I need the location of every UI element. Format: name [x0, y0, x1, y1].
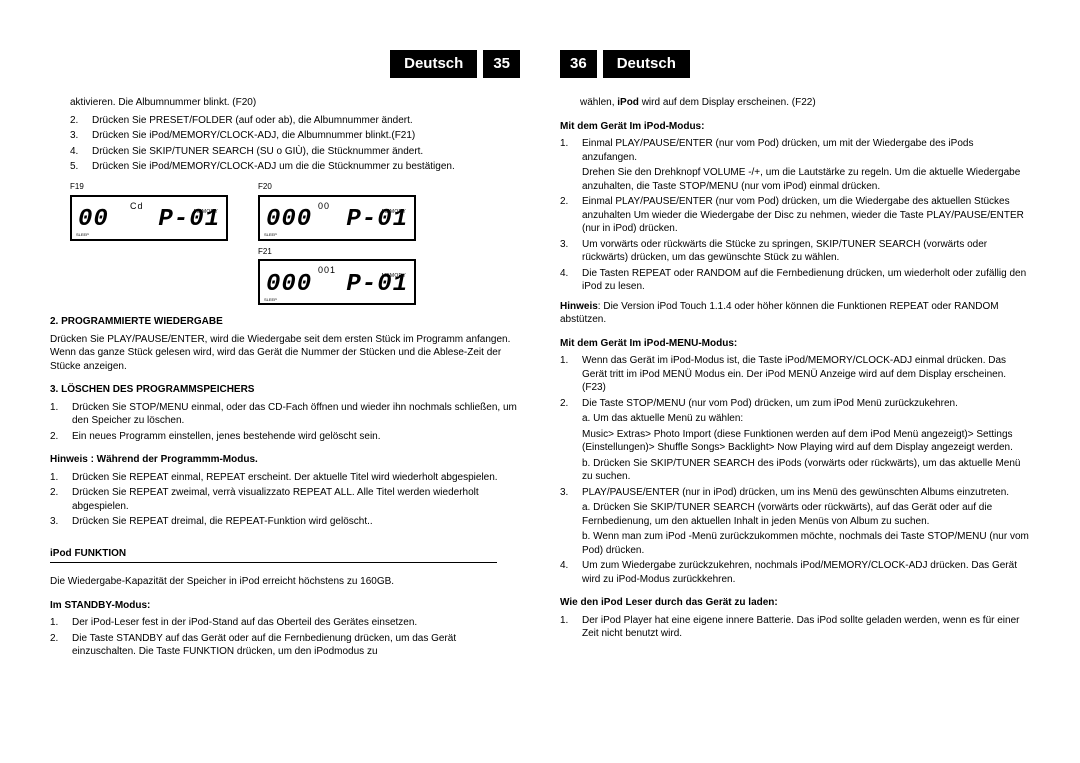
ipod-section-title: iPod FUNKTION — [50, 547, 497, 564]
step-row: 3.Drücken Sie iPod/MEMORY/CLOCK-ADJ, die… — [70, 129, 520, 143]
page-right: 36 Deutsch wählen, iPod wird auf dem Dis… — [560, 50, 1030, 733]
list-item: Drehen Sie den Drehknopf VOLUME -/+, um … — [560, 166, 1030, 193]
sub-item: b. Wenn man zum iPod -Menü zurückzukomme… — [560, 530, 1030, 557]
lcd-f19: F19 Cd MEMORY 00 P-01 SLEEP — [70, 182, 228, 241]
list-item: 3.Drücken Sie REPEAT dreimal, die REPEAT… — [50, 515, 520, 529]
section-heading: Mit dem Gerät Im iPod-MENU-Modus: — [560, 337, 1030, 351]
page-left: Deutsch 35 aktivieren. Die Albumnummer b… — [50, 50, 520, 733]
header-right: 36 Deutsch — [560, 50, 1030, 78]
ipod-para: Die Wiedergabe-Kapazität der Speicher in… — [50, 575, 520, 589]
step-row: 4.Drücken Sie SKIP/TUNER SEARCH (SU o GI… — [70, 145, 520, 159]
list-item: 1.Wenn das Gerät im iPod-Modus ist, die … — [560, 354, 1030, 395]
sub-item: a. Drücken Sie SKIP/TUNER SEARCH (vorwär… — [560, 501, 1030, 528]
list-item: 4.Um zum Wiedergabe zurückzukehren, noch… — [560, 559, 1030, 586]
header-left: Deutsch 35 — [50, 50, 520, 78]
section-heading: Wie den iPod Leser durch das Gerät zu la… — [560, 596, 1030, 610]
lcd-f20: F20 00 MEMORY 000 P-01 SLEEP — [258, 182, 416, 241]
lang-badge-left: Deutsch — [390, 50, 477, 78]
intro-line: aktivieren. Die Albumnummer blinkt. (F20… — [70, 96, 520, 110]
list-item: 1.Einmal PLAY/PAUSE/ENTER (nur vom Pod) … — [560, 137, 1030, 164]
page-number-right: 36 — [560, 50, 597, 78]
lcd-figures: F19 Cd MEMORY 00 P-01 SLEEP F20 00 MEMOR… — [70, 182, 520, 306]
list-item: 3.Um vorwärts oder rückwärts die Stücke … — [560, 238, 1030, 265]
list-item: 2.Die Taste STOP/MENU (nur vom Pod) drüc… — [560, 397, 1030, 411]
list-item: 1.Der iPod-Leser fest in der iPod-Stand … — [50, 616, 520, 630]
page-number-left: 35 — [483, 50, 520, 78]
lang-badge-right: Deutsch — [603, 50, 690, 78]
sub-item: b. Drücken Sie SKIP/TUNER SEARCH des iPo… — [560, 457, 1030, 484]
sub-item: Music> Extras> Photo Import (diese Funkt… — [560, 428, 1030, 455]
standby-heading: Im STANDBY-Modus: — [50, 599, 520, 613]
list-item: 2.Drücken Sie REPEAT zweimal, verrà visu… — [50, 486, 520, 513]
list-item: 1.Drücken Sie STOP/MENU einmal, oder das… — [50, 401, 520, 428]
section-heading: Mit dem Gerät Im iPod-Modus: — [560, 120, 1030, 134]
list-item: 4.Die Tasten REPEAT oder RANDOM auf die … — [560, 267, 1030, 294]
intro-line: wählen, iPod wird auf dem Display ersche… — [580, 96, 1030, 110]
list-item: 3.PLAY/PAUSE/ENTER (nur in iPod) drücken… — [560, 486, 1030, 500]
list-item: 1.Drücken Sie REPEAT einmal, REPEAT ersc… — [50, 471, 520, 485]
hint-heading: Hinweis : Während der Programmm-Modus. — [50, 453, 520, 467]
list-item: 2.Ein neues Programm einstellen, jenes b… — [50, 430, 520, 444]
step-row: 5.Drücken Sie iPod/MEMORY/CLOCK-ADJ um d… — [70, 160, 520, 174]
section-heading: 3. LÖSCHEN DES PROGRAMMSPEICHERS — [50, 383, 520, 397]
list-item: 1.Der iPod Player hat eine eigene innere… — [560, 614, 1030, 641]
list-item: 2.Einmal PLAY/PAUSE/ENTER (nur vom Pod) … — [560, 195, 1030, 236]
lcd-f21: F21 001 MEMORY 000 P-01 SLEEP — [258, 247, 416, 306]
list-item: 2.Die Taste STANDBY auf das Gerät oder a… — [50, 632, 520, 659]
sub-item: a. Um das aktuelle Menü zu wählen: — [560, 412, 1030, 426]
step-row: 2.Drücken Sie PRESET/FOLDER (auf oder ab… — [70, 114, 520, 128]
hinweis-line: Hinweis: Die Version iPod Touch 1.1.4 od… — [560, 300, 1030, 327]
section-para: Drücken Sie PLAY/PAUSE/ENTER, wird die W… — [50, 333, 520, 374]
section-heading: 2. PROGRAMMIERTE WIEDERGABE — [50, 315, 520, 329]
